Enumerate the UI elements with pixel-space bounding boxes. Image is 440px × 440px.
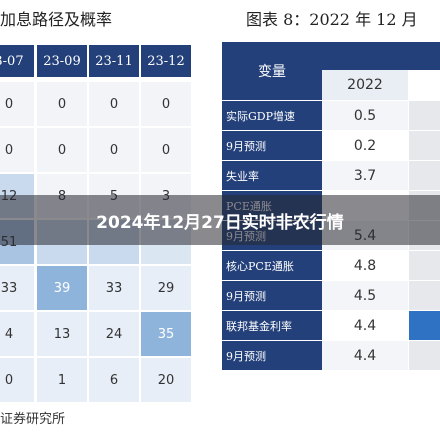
table-cell: 0	[141, 128, 191, 172]
extra-cell	[409, 101, 440, 130]
extra-cell	[409, 311, 440, 340]
year-header: 2022	[322, 70, 408, 100]
table-cell: 0	[89, 82, 139, 126]
table-cell: 13	[37, 312, 87, 356]
header-band	[322, 42, 440, 70]
table-cell: 0	[0, 128, 34, 172]
row-label: 实际GDP增速	[222, 101, 322, 130]
table-cell: 6	[89, 358, 139, 402]
table-cell: 0	[0, 358, 34, 402]
table-cell: 0	[37, 128, 87, 172]
footer: 证券研究所	[0, 412, 66, 427]
extra-cell	[409, 341, 440, 370]
row-label: 失业率	[222, 161, 322, 190]
table-cell: 35	[141, 312, 191, 356]
table-cell: 33	[0, 266, 34, 310]
row-label: 联邦基金利率	[222, 311, 322, 340]
extra-cell	[409, 131, 440, 160]
right-title: 图表 8：2022 年 12 月	[246, 10, 418, 29]
header-label: 变量	[222, 42, 322, 100]
row-label: 核心PCE通胀	[222, 251, 322, 280]
column-header: 3-07	[0, 45, 34, 77]
row-value: 3.7	[322, 161, 408, 190]
table-cell: 39	[37, 266, 87, 310]
column-header: 23-12	[141, 45, 191, 77]
extra-cell	[409, 251, 440, 280]
row-label: 9月预测	[222, 131, 322, 160]
column-header: 23-09	[37, 45, 87, 77]
left-title: 加息路径及概率	[0, 10, 113, 29]
table-cell: 1	[37, 358, 87, 402]
column-header: 23-11	[89, 45, 139, 77]
table-cell: 0	[0, 82, 34, 126]
row-value: 4.4	[322, 341, 408, 370]
table-cell: 20	[141, 358, 191, 402]
table-cell: 33	[89, 266, 139, 310]
table-cell: 24	[89, 312, 139, 356]
row-label: 9月预测	[222, 281, 322, 310]
table-cell: 0	[37, 82, 87, 126]
extra-cell	[409, 281, 440, 310]
table-cell: 29	[141, 266, 191, 310]
overlay-title: 2024年12月27日实时非农行情	[0, 195, 440, 245]
row-value: 0.2	[322, 131, 408, 160]
extra-cell	[409, 161, 440, 190]
row-value: 0.5	[322, 101, 408, 130]
table-cell: 4	[0, 312, 34, 356]
row-value: 4.5	[322, 281, 408, 310]
table-cell: 0	[141, 82, 191, 126]
row-label: 9月预测	[222, 341, 322, 370]
row-value: 4.8	[322, 251, 408, 280]
table-cell: 0	[89, 128, 139, 172]
row-value: 4.4	[322, 311, 408, 340]
